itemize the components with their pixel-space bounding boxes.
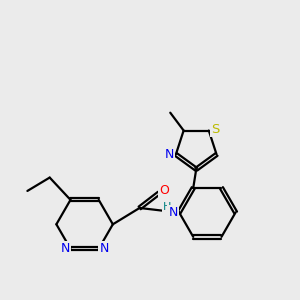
Text: N: N (169, 206, 178, 219)
Text: N: N (99, 242, 109, 255)
Text: H: H (163, 202, 171, 212)
Text: O: O (159, 184, 169, 197)
Text: S: S (211, 122, 220, 136)
Text: N: N (61, 242, 70, 255)
Text: N: N (165, 148, 174, 161)
